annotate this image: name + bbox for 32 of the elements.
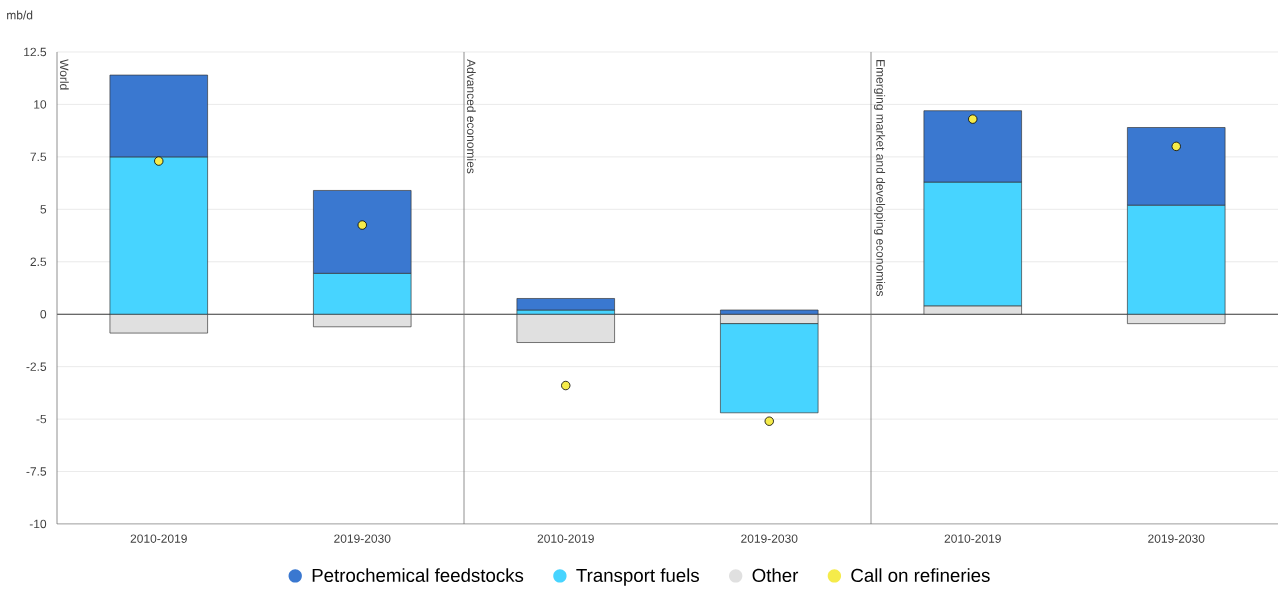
annotation: Advanced economies xyxy=(466,59,476,174)
y-tick-label: 0 xyxy=(40,309,47,319)
y-tick-label: 7.5 xyxy=(30,152,47,162)
x-tick-label: 2019-2030 xyxy=(1148,534,1205,543)
point xyxy=(154,156,164,166)
legend-label: Petrochemical feedstocks xyxy=(312,568,524,582)
y-tick-label: 10 xyxy=(34,100,47,109)
legend-label: Call on refineries xyxy=(851,568,990,582)
bar xyxy=(516,298,615,311)
point xyxy=(561,380,571,391)
y-tick-label: 12.5 xyxy=(24,47,47,57)
bar xyxy=(516,313,615,343)
point xyxy=(764,416,774,426)
x-tick-label: 2010-2019 xyxy=(944,534,1001,543)
y-axis-title: mb/d xyxy=(7,10,33,20)
point xyxy=(1171,141,1181,152)
y-tick-label: -7.5 xyxy=(26,467,47,476)
annotation: World xyxy=(59,59,69,90)
y-tick-label: -10 xyxy=(29,519,47,529)
x-tick-label: 2019-2030 xyxy=(741,534,798,543)
x-tick-label: 2019-2030 xyxy=(334,534,391,543)
point xyxy=(968,114,978,124)
x-tick-label: 2010-2019 xyxy=(537,534,594,543)
y-tick-label: -5 xyxy=(36,414,47,424)
y-tick-label: -2.5 xyxy=(26,362,47,371)
annotation: Emerging market and developing economies xyxy=(873,60,886,297)
point xyxy=(357,220,367,230)
x-tick-label: 2010-2019 xyxy=(130,534,187,543)
y-tick-label: 5 xyxy=(40,205,47,214)
legend-label: Transport fuels xyxy=(576,568,699,586)
legend-label: Other xyxy=(752,568,799,582)
y-tick-label: 2.5 xyxy=(30,257,47,267)
